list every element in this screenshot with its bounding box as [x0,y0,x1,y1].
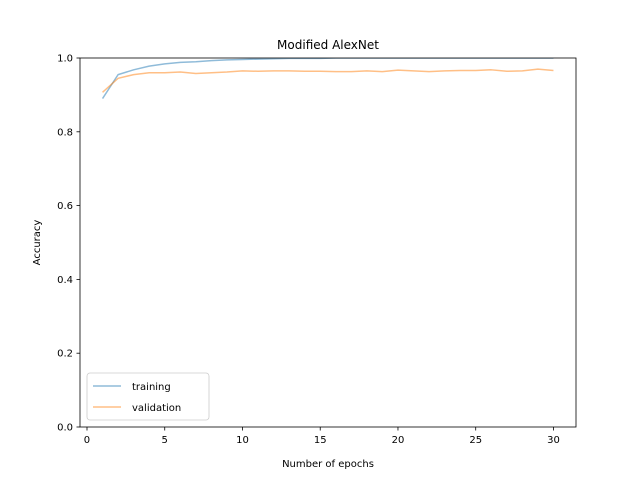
y-axis-label: Accuracy [32,220,43,266]
x-tick-label: 30 [547,435,560,446]
x-axis-label: Number of epochs [282,459,374,470]
x-tick-label: 0 [84,435,90,446]
x-tick-label: 25 [469,435,482,446]
legend-box [86,372,210,421]
x-axis-ticks: 0 5 10 15 20 25 30 [84,427,560,446]
legend-label-validation: validation [132,403,181,414]
x-tick-label: 10 [236,435,249,446]
y-tick-label: 0.2 [57,349,73,360]
legend-label-training: training [132,382,171,393]
chart-title: Modified AlexNet [277,38,379,52]
y-tick-label: 0.4 [57,275,73,286]
y-tick-label: 0.0 [57,423,73,434]
x-tick-label: 5 [162,435,168,446]
x-tick-label: 20 [392,435,405,446]
axes-frame [79,57,577,428]
series-line-validation [102,68,554,93]
y-tick-label: 0.8 [57,127,73,138]
legend: training validation [86,372,210,421]
y-axis-ticks: 0.0 0.2 0.4 0.6 0.8 1.0 [57,54,80,434]
y-tick-label: 1.0 [57,54,73,65]
y-tick-label: 0.6 [57,201,73,212]
x-tick-label: 15 [314,435,327,446]
